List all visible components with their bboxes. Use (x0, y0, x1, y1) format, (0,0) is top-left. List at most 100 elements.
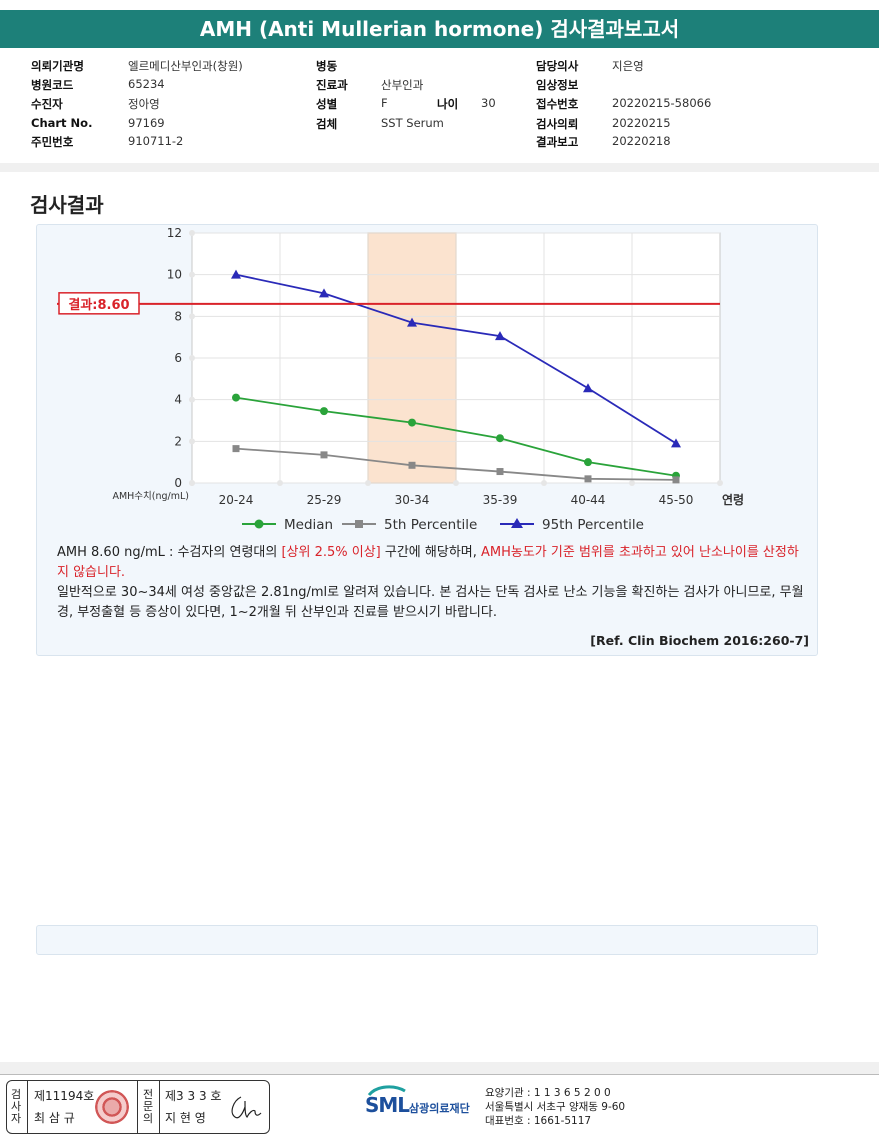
sex-value: F (381, 96, 388, 110)
data-point (671, 438, 681, 448)
x-tick-dot (629, 480, 635, 486)
series-line-1 (235, 447, 677, 481)
description-text-2: 구간에 해당하며, (380, 545, 481, 560)
examiner-name: 최 삼 규 (34, 1111, 75, 1125)
data-point (583, 383, 593, 393)
x-tick-dot (541, 480, 547, 486)
y-tick-dot (189, 230, 195, 236)
y-tick-label: 0 (174, 476, 182, 490)
org-address: 서울특별시 서초구 양재동 9-60 (485, 1101, 626, 1113)
hospital-code-value: 65234 (128, 77, 165, 91)
x-tick-label: 25-29 (307, 493, 342, 507)
y-tick-dot (189, 396, 195, 403)
org-info: 요양기관 : 1 1 3 6 5 2 0 0 서울특별시 서초구 양재동 9-6… (485, 1086, 625, 1128)
section-title: 검사결과 (30, 193, 104, 217)
x-tick-dot (717, 480, 723, 486)
x-tick-label: 40-44 (571, 493, 606, 507)
x-tick-label: 45-50 (659, 493, 694, 507)
signature-box: 검사자 제11194호 최 삼 규 전문의 제3 3 3 호 지 현 영 (6, 1080, 270, 1134)
amh-chart: 0 2 4 6 8 10 12 20-24 25-29 30-34 35-39 40-44 45-50 연… (57, 226, 744, 533)
doctor-label: 담당의사 (536, 59, 579, 73)
examiner-label-text: 검사자 (10, 1088, 22, 1125)
series-line-0 (235, 396, 677, 477)
resident-no-value: 910711-2 (128, 134, 184, 148)
data-point (584, 475, 592, 483)
data-point (495, 331, 505, 341)
report-title: AMH (Anti Mullerian hormone) 검사결과보고서 (0, 10, 879, 48)
data-point (408, 461, 416, 469)
org-name: 삼광의료재단 (409, 1102, 470, 1115)
divider (0, 163, 879, 172)
receipt-no-label: 접수번호 (536, 97, 579, 111)
data-point (320, 451, 328, 459)
institution-label: 의뢰기관명 (31, 59, 84, 73)
specimen-label: 검체 (316, 117, 338, 131)
description-text-3: 일반적으로 30~34세 여성 중앙값은 2.81ng/ml로 알려져 있습니다… (57, 585, 804, 620)
specimen-value: SST Serum (381, 116, 444, 130)
data-point (672, 476, 680, 484)
legend-label: 5th Percentile (384, 517, 477, 533)
org-phone: 대표번호 : 1661-5117 (485, 1115, 592, 1127)
description-highlight-1: [상위 2.5% 이상] (281, 545, 381, 560)
data-point (319, 288, 329, 298)
x-tick-label: 35-39 (483, 493, 518, 507)
request-date-value: 20220215 (612, 116, 671, 130)
specialist-label: 전문의 (141, 1089, 155, 1125)
logo-swoosh-icon (367, 1085, 406, 1097)
examiner-no: 제11194호 (34, 1089, 95, 1103)
y-tick-dot (189, 271, 195, 278)
legend-label: Median (284, 517, 333, 533)
chart-no-label: Chart No. (31, 116, 93, 130)
y-tick-dot (189, 355, 195, 361)
data-point (232, 393, 240, 402)
specialist-label-text: 전문의 (142, 1088, 154, 1125)
y-tick-label: 4 (174, 393, 182, 407)
x-tick-dot (365, 480, 371, 486)
x-tick-label: 30-34 (395, 493, 430, 507)
data-point (496, 434, 504, 443)
x-tick-dot (277, 480, 283, 486)
y-tick-label: 12 (167, 226, 182, 240)
chart-no-value: 97169 (128, 116, 165, 130)
x-tick-dot (189, 480, 195, 486)
data-point (232, 445, 240, 453)
data-point (584, 458, 592, 467)
institution-value: 엘르메디산부인과(창원) (128, 59, 243, 73)
series-line-2 (235, 273, 677, 445)
y-tick-dot (189, 313, 195, 320)
request-date-label: 검사의뢰 (536, 117, 579, 131)
receipt-no-value: 20220215-58066 (612, 96, 712, 110)
examiner-label: 검사자 (9, 1089, 23, 1125)
y-tick-label: 2 (174, 434, 182, 448)
patient-info: 의뢰기관명 엘르메디산부인과(창원) 병원코드 65234 수진자 정아영 Ch… (0, 54, 879, 154)
specialist-name: 지 현 영 (165, 1111, 206, 1125)
y-tick-label: 8 (174, 309, 182, 323)
department-label: 진료과 (316, 78, 348, 92)
specialist-no: 제3 3 3 호 (165, 1089, 222, 1103)
age-label: 나이 (437, 97, 459, 111)
legend-marker (254, 519, 264, 529)
org-logo-text: SML (365, 1093, 410, 1117)
resident-no-label: 주민번호 (31, 135, 74, 149)
data-point (408, 418, 416, 427)
x-tick-label: 20-24 (219, 493, 254, 507)
description-highlight-2: AMH농도가 기준 범위를 초과하고 있어 난소나이를 산정하지 않습니다. (57, 545, 799, 580)
seal-stamp (95, 1090, 129, 1124)
description-text-1: AMH 8.60 ng/mL : 수검자의 연령대의 (57, 545, 282, 560)
data-point (320, 407, 328, 416)
result-description: AMH 8.60 ng/mL : 수검자의 연령대의 [상위 2.5% 이상] … (57, 543, 807, 623)
reference: [Ref. Clin Biochem 2016:260-7] (590, 633, 809, 648)
x-axis-suffix: 연령 (722, 492, 744, 507)
report-date-value: 20220218 (612, 134, 671, 148)
department-value: 산부인과 (381, 78, 424, 92)
data-point (231, 269, 241, 279)
x-tick-dot (453, 480, 459, 486)
hospital-code-label: 병원코드 (31, 78, 74, 92)
y-tick-label: 10 (167, 268, 182, 282)
ward-label: 병동 (316, 59, 338, 73)
patient-value: 정아영 (128, 97, 160, 111)
legend-marker (511, 518, 523, 528)
sex-label: 성별 (316, 97, 338, 111)
org-code: 요양기관 : 1 1 3 6 5 2 0 0 (485, 1087, 611, 1099)
patient-label: 수진자 (31, 97, 63, 111)
